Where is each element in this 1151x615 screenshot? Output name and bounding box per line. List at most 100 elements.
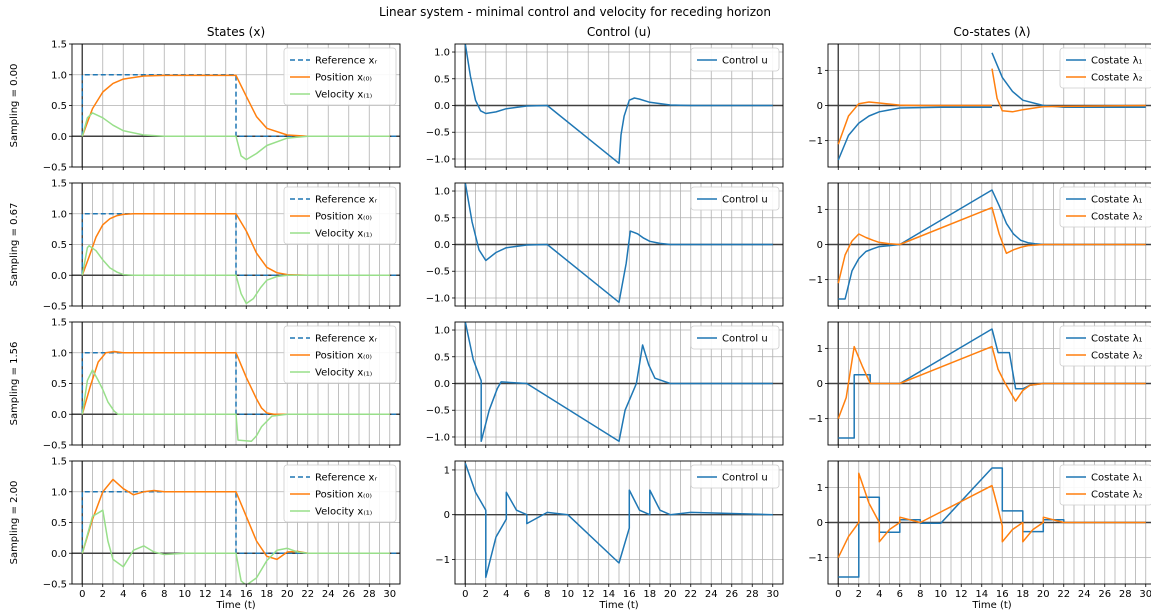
- y-tick-label: 1.0: [51, 348, 67, 359]
- column-title-costates: Co-states (λ): [953, 25, 1030, 39]
- y-tick-label: 0.5: [51, 379, 67, 390]
- column-title-states: States (x): [207, 25, 265, 39]
- x-tick-label: 6: [524, 589, 530, 600]
- panel-states-row-1: −0.5 0.0 0.5 1.0 1.5 Sampling = 0.00 Reference…: [9, 40, 401, 174]
- legend-label: Position x₍₀₎: [315, 351, 372, 362]
- y-tick-label: 0.0: [434, 101, 450, 112]
- series-line-control-u: [464, 322, 773, 443]
- x-tick-label: 0: [462, 589, 468, 600]
- series-line-control-u: [464, 183, 773, 304]
- panel-costates-row-1: −1 0 1 Costate λ₁ Costate λ₂: [808, 43, 1151, 170]
- series-line-velocity-x: [81, 509, 390, 584]
- y-tick-label: −0.5: [426, 267, 450, 278]
- x-tick-label: 18: [1016, 589, 1029, 600]
- column-title-control: Control (u): [587, 25, 651, 39]
- legend-label: Reference xᵣ: [315, 195, 377, 206]
- legend-label: Costate λ₂: [1091, 73, 1143, 84]
- x-tick-label: 4: [120, 589, 126, 600]
- row-label: Sampling = 1.56: [9, 342, 20, 426]
- legend-label: Costate λ₁: [1091, 334, 1143, 345]
- panel-control-row-1: −1.0 −0.5 0.0 0.5 1.0 Control u: [426, 43, 784, 170]
- panel-costates-row-2: −1 0 1 Costate λ₁ Costate λ₂: [808, 182, 1151, 309]
- y-tick-label: 0.5: [434, 352, 450, 363]
- series-line-costate: [837, 472, 1146, 558]
- x-tick-label: 20: [664, 589, 677, 600]
- x-tick-label: 2: [483, 589, 489, 600]
- x-tick-label: 30: [383, 589, 396, 600]
- x-tick-label: 20: [1037, 589, 1050, 600]
- y-tick-label: 0.5: [51, 101, 67, 112]
- y-tick-label: 0.5: [51, 518, 67, 529]
- y-tick-label: −1: [808, 136, 823, 147]
- series-line-position-x: [81, 213, 390, 277]
- y-tick-label: 0.0: [434, 379, 450, 390]
- x-tick-label: 10: [178, 589, 191, 600]
- legend-label: Costate λ₁: [1091, 56, 1143, 67]
- series-line-control-u: [464, 44, 773, 165]
- series-line-reference-x: [81, 491, 400, 555]
- x-tick-label: 4: [876, 589, 882, 600]
- legend-label: Costate λ₁: [1091, 473, 1143, 484]
- y-tick-label: −1: [808, 414, 823, 425]
- y-tick-label: 1.5: [51, 318, 67, 329]
- x-tick-label: 0: [835, 589, 841, 600]
- y-tick-label: −1: [808, 553, 823, 564]
- plot-area: [464, 322, 773, 443]
- x-tick-label: 30: [766, 589, 779, 600]
- x-tick-label: 12: [582, 589, 595, 600]
- x-tick-label: 8: [544, 589, 550, 600]
- y-tick-label: −1: [435, 555, 450, 566]
- legend: Reference xᵣ Position x₍₀₎ Velocity x₍₁₎: [283, 325, 397, 384]
- series-line-costate: [838, 189, 1146, 300]
- x-tick-label: 14: [219, 589, 232, 600]
- legend: Reference xᵣ Position x₍₀₎ Velocity x₍₁₎: [283, 464, 397, 523]
- y-tick-label: 1: [817, 205, 823, 216]
- y-tick-label: 1.0: [434, 326, 450, 337]
- x-tick-label: 12: [199, 589, 212, 600]
- legend-label: Control u: [722, 195, 768, 206]
- y-tick-label: 1.0: [434, 48, 450, 59]
- plot-area: [464, 44, 773, 165]
- y-tick-label: 0: [817, 518, 823, 529]
- legend: Costate λ₁ Costate λ₂: [1059, 325, 1151, 367]
- legend-label: Reference xᵣ: [315, 334, 377, 345]
- series-line-velocity-x: [81, 112, 390, 161]
- y-tick-label: −1: [808, 275, 823, 286]
- series-line-velocity-x: [81, 369, 390, 443]
- legend-label: Velocity x₍₁₎: [315, 507, 372, 518]
- legend-box: [283, 186, 397, 245]
- y-tick-label: 0.0: [51, 410, 67, 421]
- panel-costates-row-3: −1 0 1 Costate λ₁ Costate λ₂: [808, 321, 1151, 448]
- legend-label: Reference xᵣ: [315, 473, 377, 484]
- panel-control-row-2: −1.0 −0.5 0.0 0.5 1.0 Control u: [426, 182, 784, 309]
- legend-label: Velocity x₍₁₎: [315, 90, 372, 101]
- series-line-velocity-x: [81, 244, 390, 305]
- y-tick-label: 0: [444, 510, 450, 521]
- y-tick-label: 1.5: [51, 179, 67, 190]
- legend-label: Costate λ₁: [1091, 195, 1143, 206]
- legend-label: Control u: [722, 473, 768, 484]
- legend-box: [1059, 186, 1151, 228]
- y-tick-label: 0.0: [51, 271, 67, 282]
- x-tick-label: 8: [917, 589, 923, 600]
- legend-label: Position x₍₀₎: [315, 490, 372, 501]
- legend: Reference xᵣ Position x₍₀₎ Velocity x₍₁₎: [283, 47, 397, 106]
- row-label: Sampling = 2.00: [9, 481, 20, 565]
- legend: Costate λ₁ Costate λ₂: [1059, 186, 1151, 228]
- legend: Costate λ₁ Costate λ₂: [1059, 464, 1151, 506]
- x-tick-label: 10: [934, 589, 947, 600]
- y-tick-label: −0.5: [43, 302, 67, 313]
- legend-box: [283, 325, 397, 384]
- legend-label: Control u: [722, 56, 768, 67]
- panel-frame: [454, 460, 784, 585]
- row-label: Sampling = 0.00: [9, 64, 20, 148]
- x-tick-label: 6: [897, 589, 903, 600]
- x-tick-label: 10: [561, 589, 574, 600]
- legend-label: Position x₍₀₎: [315, 212, 372, 223]
- x-tick-label: 22: [301, 589, 314, 600]
- legend-box: [690, 47, 780, 72]
- x-tick-label: 0: [79, 589, 85, 600]
- legend-label: Reference xᵣ: [315, 56, 377, 67]
